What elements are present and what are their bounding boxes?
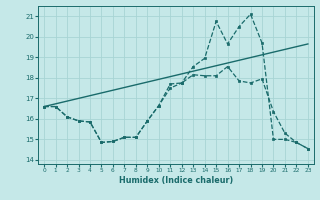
X-axis label: Humidex (Indice chaleur): Humidex (Indice chaleur) bbox=[119, 176, 233, 185]
